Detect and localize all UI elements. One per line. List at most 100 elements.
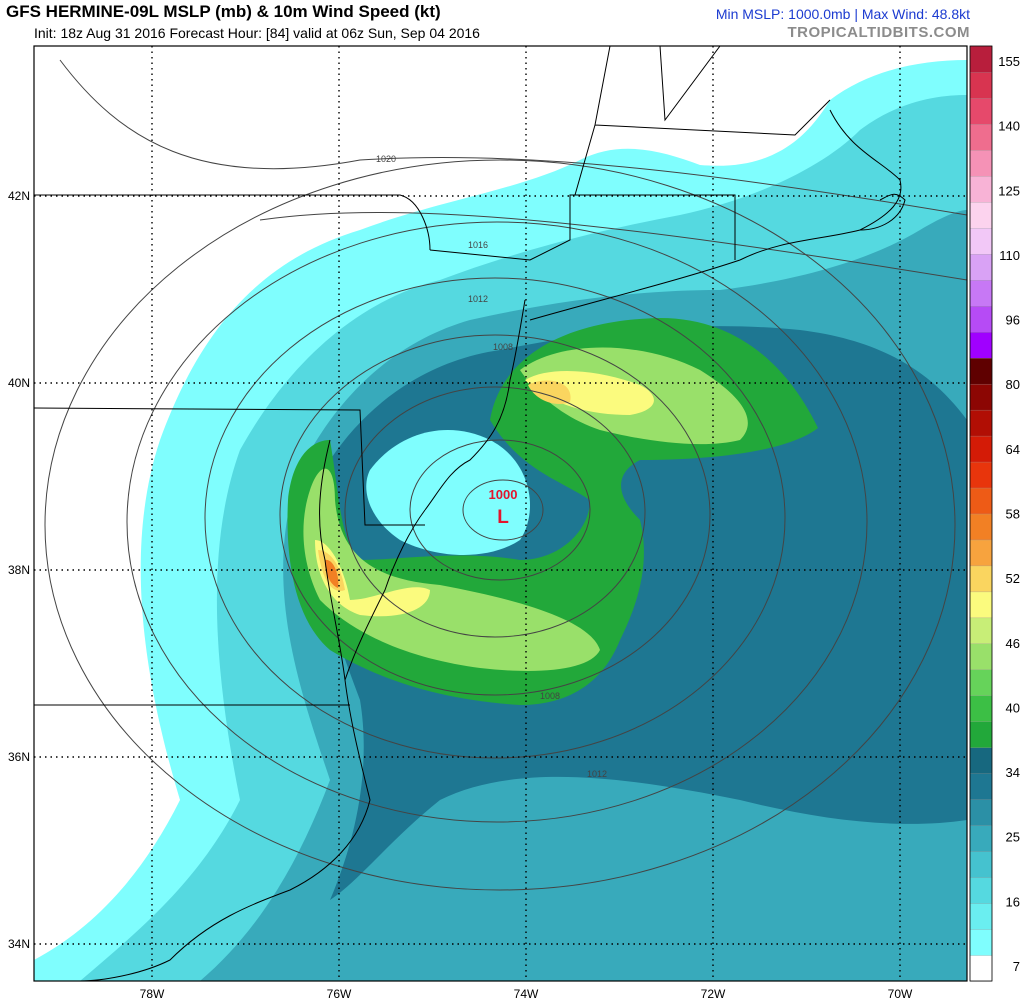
- isobar-labels: 1020 1016 1012 1008 1008 1012: [376, 154, 607, 779]
- lat-label: 40N: [8, 376, 30, 390]
- lat-label: 36N: [8, 750, 30, 764]
- colorbar-swatch: [969, 435, 993, 463]
- colorbar-swatch: [969, 876, 993, 904]
- new-jersey-coast: [424, 299, 526, 511]
- delmarva-coast: [344, 509, 426, 681]
- colorbar-swatch: [969, 253, 993, 281]
- lon-label: 74W: [514, 987, 539, 1001]
- lon-label: 70W: [888, 987, 913, 1001]
- isobar-label: 1016: [468, 240, 488, 250]
- map-frame: [33, 45, 968, 982]
- isobar-label: 1012: [468, 294, 488, 304]
- isobar-label: 1008: [493, 342, 513, 352]
- colorbar-swatch: [969, 487, 993, 515]
- isobar-1016: [259, 212, 967, 281]
- lat-label: 42N: [8, 189, 30, 203]
- isobar-label: 1012: [587, 769, 607, 779]
- colorbar-swatch: [969, 513, 993, 541]
- colorbar-tick-label: 110: [999, 248, 1020, 263]
- colorbar-swatch: [969, 383, 993, 411]
- colorbar-tick-label: 140: [998, 119, 1020, 134]
- isobar-label: 1008: [540, 691, 560, 701]
- brand-watermark: TROPICALTIDBITS.COM: [787, 24, 970, 41]
- new-england-coast: [739, 109, 902, 261]
- colorbar-swatch: [969, 45, 993, 73]
- colorbar-swatch: [969, 825, 993, 852]
- colorbar-swatch: [969, 799, 993, 826]
- colorbar-swatch: [969, 565, 993, 593]
- lon-label: 78W: [140, 987, 165, 1001]
- isobar: [126, 221, 868, 823]
- isobar-label: 1020: [376, 154, 396, 164]
- colorbar-tick-label: 25: [1006, 830, 1020, 845]
- colorbar-swatch: [969, 409, 993, 437]
- coastlines: [34, 46, 906, 981]
- colorbar-swatch: [969, 695, 993, 722]
- colorbar-swatch: [969, 773, 993, 800]
- lon-label: 76W: [327, 987, 352, 1001]
- nj-ny-boundary: [429, 194, 736, 261]
- colorbar-swatch: [969, 643, 993, 670]
- isobar-1020: [59, 59, 967, 216]
- carolina-coast: [79, 679, 371, 981]
- colorbar-swatch: [969, 617, 993, 645]
- colorbar-tick-label: 58: [1006, 507, 1020, 522]
- long-island: [529, 259, 741, 321]
- wind-band-46kt: [315, 370, 654, 617]
- colorbar-swatch: [969, 747, 993, 774]
- colorbar-tick-label: 155: [998, 54, 1020, 69]
- colorbar-tick-label: 46: [1006, 636, 1020, 651]
- colorbar-swatch: [969, 97, 993, 125]
- wind-shading: [34, 60, 967, 981]
- lat-label: 38N: [8, 563, 30, 577]
- isobar: [344, 386, 646, 638]
- colorbar-swatch: [969, 954, 993, 982]
- isobar: [462, 479, 544, 541]
- colorbar-swatch: [969, 71, 993, 99]
- low-marker: L: [497, 507, 509, 528]
- axis-labels: 42N 40N 38N 36N 34N 78W 76W 74W 72W 70W: [8, 189, 913, 1001]
- colorbar-swatch: [969, 461, 993, 489]
- colorbar-swatch: [969, 357, 993, 385]
- graticule: [34, 46, 967, 981]
- wind-band-max: [324, 559, 339, 588]
- colorbar-swatch: [969, 123, 993, 151]
- low-pressure-value: 1000: [489, 487, 518, 502]
- colorbar-swatch: [969, 902, 993, 930]
- map-title: GFS HERMINE-09L MSLP (mb) & 10m Wind Spe…: [6, 2, 441, 21]
- colorbar-tick-label: 125: [998, 183, 1020, 198]
- colorbar-swatch: [969, 227, 993, 255]
- chesapeake-bay: [319, 439, 346, 681]
- ny-pa-boundary: [34, 194, 431, 251]
- colorbar-tick-label: 96: [1006, 313, 1020, 328]
- colorbar-swatch: [969, 850, 993, 878]
- colorbar-swatch: [969, 591, 993, 619]
- lon-label: 72W: [701, 987, 726, 1001]
- isobar: [409, 439, 591, 581]
- colorbar-tick-label: 64: [1006, 442, 1020, 457]
- colorbar-swatch: [969, 279, 993, 307]
- isobar: [204, 277, 786, 759]
- isobar: [279, 334, 711, 696]
- new-england-interior: [574, 46, 831, 196]
- colorbar-swatch: [969, 539, 993, 567]
- colorbar-swatch: [969, 175, 993, 203]
- colorbar-swatch: [969, 928, 993, 956]
- colorbar-swatch: [969, 149, 993, 177]
- init-forecast-line: Init: 18z Aug 31 2016 Forecast Hour: [84…: [34, 25, 480, 41]
- lat-label: 34N: [8, 937, 30, 951]
- colorbar-swatch: [969, 331, 993, 359]
- wind-core-calm: [366, 430, 530, 555]
- colorbar-swatch: [969, 721, 993, 748]
- colorbar-tick-label: 80: [1006, 377, 1020, 392]
- isobars: [44, 59, 967, 891]
- colorbar-border: [969, 45, 993, 982]
- colorbar-tick-label: 52: [1006, 571, 1020, 586]
- colorbar-tick-label: 34: [1006, 765, 1020, 780]
- isobar: [44, 159, 956, 891]
- min-max-readout: Min MSLP: 1000.0mb | Max Wind: 48.8kt: [715, 6, 970, 22]
- colorbar-tick-label: 40: [1006, 700, 1020, 715]
- low-pressure-center[interactable]: 1000 L: [489, 487, 518, 528]
- colorbar-swatch: [969, 305, 993, 333]
